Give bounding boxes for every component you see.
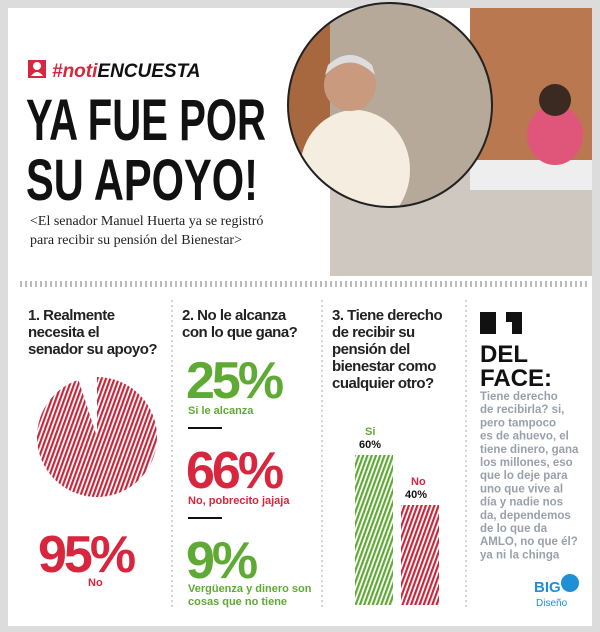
answer-value: 66%: [186, 442, 283, 500]
face-text: pero tampoco: [480, 417, 556, 429]
face-text: da, dependemos: [480, 510, 571, 522]
face-heading: DEL: [480, 341, 528, 368]
question: cualquier otro?: [332, 375, 434, 392]
face-text: es de ahuevo, el: [480, 431, 569, 443]
face-text: que lo deje para: [480, 470, 568, 482]
subtitle: <El senador Manuel Huerta ya se registró: [30, 214, 263, 229]
hashtag-suffix: ENCUESTA: [97, 61, 200, 82]
bar-value: 60%: [359, 439, 381, 451]
answer-text: No, pobrecito jajaja: [188, 495, 290, 507]
answer-value: 9%: [186, 532, 257, 590]
bar: [355, 455, 393, 605]
question: de recibir su: [332, 324, 415, 341]
photo-table: [470, 160, 592, 190]
quote-icon: [480, 312, 496, 334]
answer-text: cosas que no tiene: [188, 596, 287, 608]
bar-name: No: [411, 476, 426, 488]
photo-ring: [287, 2, 493, 208]
bar: [401, 505, 439, 605]
face-text: Tiene derecho: [480, 391, 558, 403]
face-text: ya ni la chinga: [480, 549, 560, 561]
logo: BIG: [534, 579, 561, 596]
hashtag: #notiENCUESTA: [52, 61, 201, 82]
answer-text: Si le alcanza: [188, 405, 254, 417]
face-heading: FACE:: [480, 365, 552, 392]
question: bienestar como: [332, 358, 436, 375]
face-text: de lo que da: [480, 523, 548, 535]
face-text: de recibirla? si,: [480, 404, 564, 416]
photo-head: [539, 84, 571, 116]
pie-slice: [37, 377, 157, 498]
face-text: los millones, eso: [480, 457, 573, 469]
title: YA FUE POR: [26, 88, 266, 153]
face-text: AMLO, no que él?: [480, 536, 578, 548]
question: 2. No le alcanza: [182, 307, 287, 324]
logo-icon: [561, 574, 579, 592]
logo-sub: Diseño: [536, 598, 568, 609]
question: 1. Realmente: [28, 307, 115, 324]
pie-value: 95%: [38, 526, 135, 584]
bar-value: 40%: [405, 489, 427, 501]
question: con lo que gana?: [182, 324, 298, 341]
pie-answer: No: [88, 577, 103, 589]
hashtag-prefix: #noti: [52, 61, 98, 82]
subtitle: para recibir su pensión del Bienestar>: [30, 233, 242, 248]
face-text: tiene dinero, gana: [480, 444, 579, 456]
question: 3. Tiene derecho: [332, 307, 442, 324]
bar-name: Si: [365, 426, 375, 438]
photo-person: [527, 105, 583, 165]
face-text: uno que vive al: [480, 483, 563, 495]
title: SU APOYO!: [26, 148, 258, 213]
question: senador su apoyo?: [28, 341, 157, 358]
face-text: día y nadie nos: [480, 497, 563, 509]
answer-value: 25%: [186, 352, 283, 410]
answer-text: Vergüenza y dinero son: [188, 583, 312, 595]
question: necesita el: [28, 324, 100, 341]
question: pensión del: [332, 341, 410, 358]
